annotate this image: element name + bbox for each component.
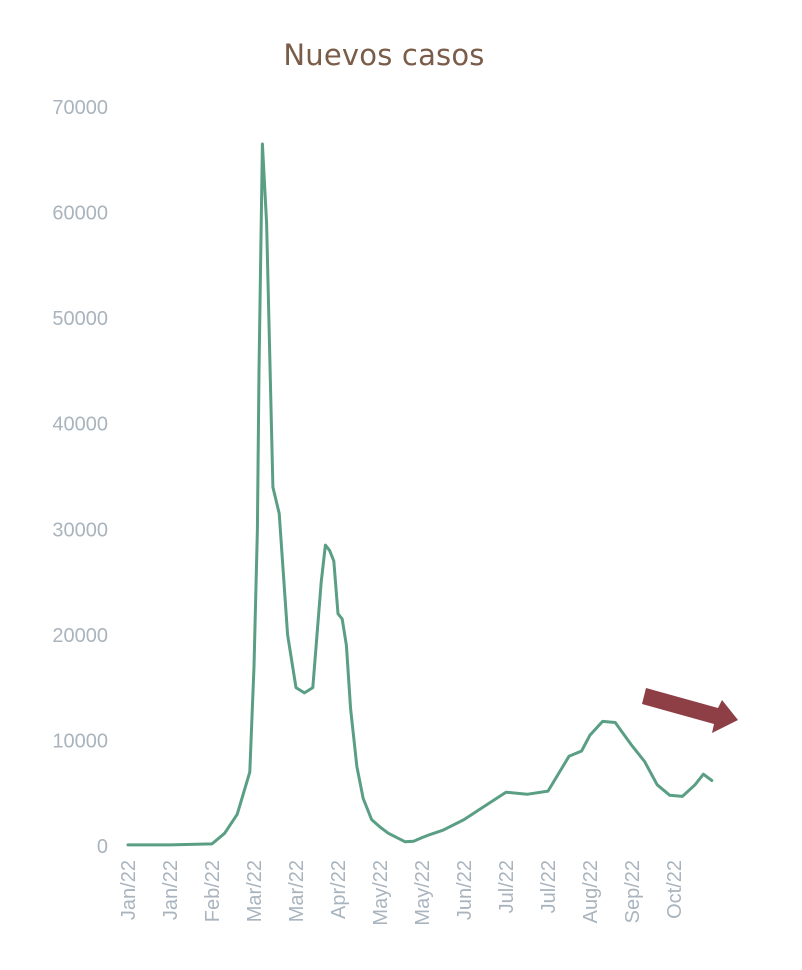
trend-arrow-icon xyxy=(642,688,738,733)
y-tick-label: 40000 xyxy=(52,414,108,436)
x-tick-label: Apr/22 xyxy=(328,860,350,919)
chart-title: Nuevos casos xyxy=(283,38,485,72)
x-tick-label: Jul/22 xyxy=(496,860,518,913)
y-tick-label: 0 xyxy=(97,836,108,858)
y-tick-label: 50000 xyxy=(52,308,108,330)
x-axis-ticks: Jan/22 Jan/22 Feb/22 Mar/22 Mar/22 Apr/22 May/… xyxy=(118,860,686,926)
x-tick-label: May/22 xyxy=(412,860,434,926)
y-tick-label: 20000 xyxy=(52,625,108,647)
y-tick-label: 60000 xyxy=(52,203,108,225)
x-tick-label: Feb/22 xyxy=(202,860,224,922)
x-tick-label: Aug/22 xyxy=(580,860,602,923)
x-tick-label: May/22 xyxy=(370,860,392,926)
x-tick-label: Mar/22 xyxy=(244,860,266,922)
y-tick-label: 30000 xyxy=(52,519,108,541)
x-tick-label: Jan/22 xyxy=(160,860,182,920)
x-tick-label: Jan/22 xyxy=(118,860,140,920)
y-tick-label: 70000 xyxy=(52,97,108,119)
y-tick-label: 10000 xyxy=(52,730,108,752)
x-tick-label: Oct/22 xyxy=(664,860,686,919)
x-tick-label: Sep/22 xyxy=(622,860,644,923)
x-tick-label: Mar/22 xyxy=(286,860,308,922)
series-line xyxy=(126,142,714,847)
x-tick-label: Jul/22 xyxy=(538,860,560,913)
series-layer xyxy=(126,142,714,847)
y-axis-ticks: 0 10000 20000 30000 40000 50000 60000 70000 xyxy=(52,97,108,858)
x-tick-label: Jun/22 xyxy=(454,860,476,920)
